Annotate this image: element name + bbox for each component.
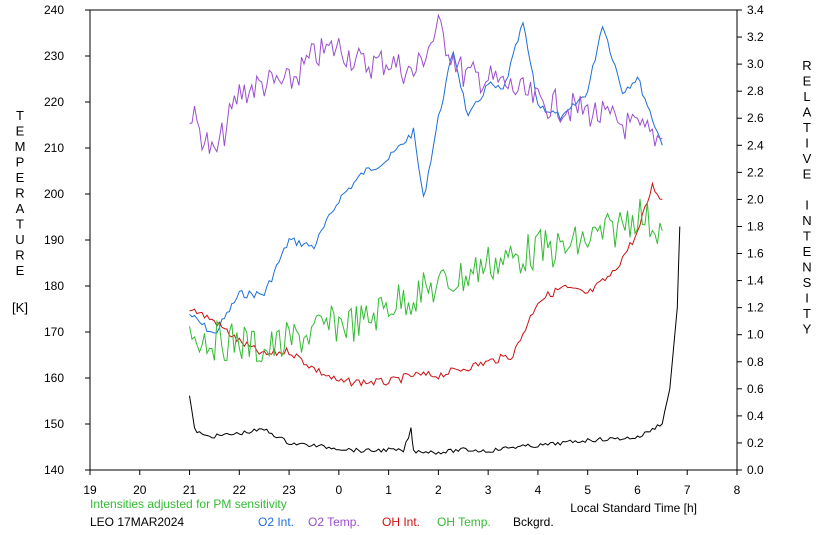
right-tick-label: 0.8 (747, 355, 764, 369)
left-axis-letter: E (16, 170, 25, 185)
left-axis-ticks: 140 150 160 170 180 190 200 210 220 230 240 (44, 3, 90, 477)
right-axis-ticks: 0.0 0.2 0.4 0.6 0.8 1.0 1.2 1.4 1.6 1.8 2.0 2.2 2.4 2… (737, 3, 764, 477)
right-axis-letter: T (803, 120, 811, 135)
x-tick-label: 22 (233, 483, 247, 497)
right-tick-label: 1.0 (747, 328, 764, 342)
series-line (189, 21, 663, 334)
right-axis-letter: T (803, 306, 811, 321)
left-axis-letter: E (16, 124, 25, 139)
x-tick-label: 3 (485, 483, 492, 497)
left-tick-label: 150 (44, 417, 64, 431)
legend-entry: O2 Temp. (308, 515, 360, 529)
left-tick-label: 190 (44, 233, 64, 247)
left-axis-letter: E (16, 263, 25, 278)
left-axis-letter: T (16, 108, 24, 123)
left-tick-label: 230 (44, 49, 64, 63)
series-layer (189, 13, 681, 455)
right-tick-label: 3.0 (747, 57, 764, 71)
right-tick-label: 1.8 (747, 219, 764, 233)
left-tick-label: 220 (44, 95, 64, 109)
right-tick-label: 2.4 (747, 138, 764, 152)
right-axis-letter: I (805, 136, 809, 151)
legend-entry: OH Int. (382, 515, 420, 529)
x-tick-label: 21 (183, 483, 197, 497)
right-axis-letter: I (805, 198, 809, 213)
right-axis-letter: I (805, 291, 809, 306)
right-axis-letter: N (802, 260, 811, 275)
left-tick-label: 180 (44, 279, 64, 293)
right-tick-label: 1.4 (747, 274, 764, 288)
right-tick-label: 0.2 (747, 436, 764, 450)
left-axis-letter: U (15, 232, 24, 247)
series-line (189, 198, 663, 363)
x-tick-label: 1 (385, 483, 392, 497)
right-axis-letter: L (803, 89, 810, 104)
legend-entry: Bckgrd. (513, 515, 554, 529)
left-axis-letter: R (15, 186, 24, 201)
x-tick-label: 0 (336, 483, 343, 497)
legend-entry: O2 Int. (258, 515, 294, 529)
right-axis-letter: T (803, 229, 811, 244)
left-axis-unit: [K] (12, 300, 28, 315)
right-tick-label: 0.4 (747, 409, 764, 423)
x-tick-label: 20 (133, 483, 147, 497)
left-axis-letter: T (16, 217, 24, 232)
left-tick-label: 240 (44, 3, 64, 17)
right-tick-label: 0.6 (747, 382, 764, 396)
right-axis-letter: S (803, 275, 812, 290)
right-tick-label: 1.2 (747, 301, 764, 315)
x-tick-label: 4 (535, 483, 542, 497)
left-tick-label: 170 (44, 325, 64, 339)
plot-frame (89, 9, 738, 471)
right-axis-letter: Y (803, 322, 812, 337)
x-tick-label: 19 (83, 483, 97, 497)
left-axis-letter: A (16, 201, 25, 216)
station-date: LEO 17MAR2024 (90, 515, 184, 529)
left-tick-label: 210 (44, 141, 64, 155)
left-tick-label: 160 (44, 371, 64, 385)
x-axis-label: Local Standard Time [h] (570, 501, 697, 515)
right-axis-letter: E (803, 244, 812, 259)
series-line (189, 13, 663, 154)
right-tick-label: 0.0 (747, 463, 764, 477)
left-axis-letter: R (15, 248, 24, 263)
series-line (189, 226, 681, 455)
right-tick-label: 1.6 (747, 247, 764, 261)
right-axis-letter: E (803, 167, 812, 182)
x-tick-label: 8 (734, 483, 741, 497)
left-axis-letter: P (16, 155, 25, 170)
x-axis-ticks: 19 20 21 22 23 0 1 2 3 4 5 6 7 8 (83, 470, 741, 497)
x-tick-label: 2 (435, 483, 442, 497)
right-tick-label: 2.2 (747, 165, 764, 179)
sensitivity-note: Intensities adjusted for PM sensitivity (90, 497, 287, 511)
legend: O2 Int. O2 Temp. OH Int. OH Temp. Bckgrd. (258, 515, 554, 529)
left-tick-label: 140 (44, 463, 64, 477)
right-tick-label: 2.8 (747, 84, 764, 98)
right-tick-label: 2.6 (747, 111, 764, 125)
x-tick-label: 6 (634, 483, 641, 497)
right-axis-letter: A (803, 105, 812, 120)
x-tick-label: 5 (584, 483, 591, 497)
left-tick-label: 200 (44, 187, 64, 201)
right-axis-letter: V (803, 151, 812, 166)
x-tick-label: 23 (282, 483, 296, 497)
right-axis-letter: N (802, 213, 811, 228)
right-axis-letter: R (802, 58, 811, 73)
legend-entry: OH Temp. (437, 515, 491, 529)
x-tick-label: 7 (684, 483, 691, 497)
right-tick-label: 2.0 (747, 192, 764, 206)
right-tick-label: 3.2 (747, 30, 764, 44)
right-axis-letter: E (803, 74, 812, 89)
right-tick-label: 3.4 (747, 3, 764, 17)
left-axis-letter: M (15, 139, 26, 154)
